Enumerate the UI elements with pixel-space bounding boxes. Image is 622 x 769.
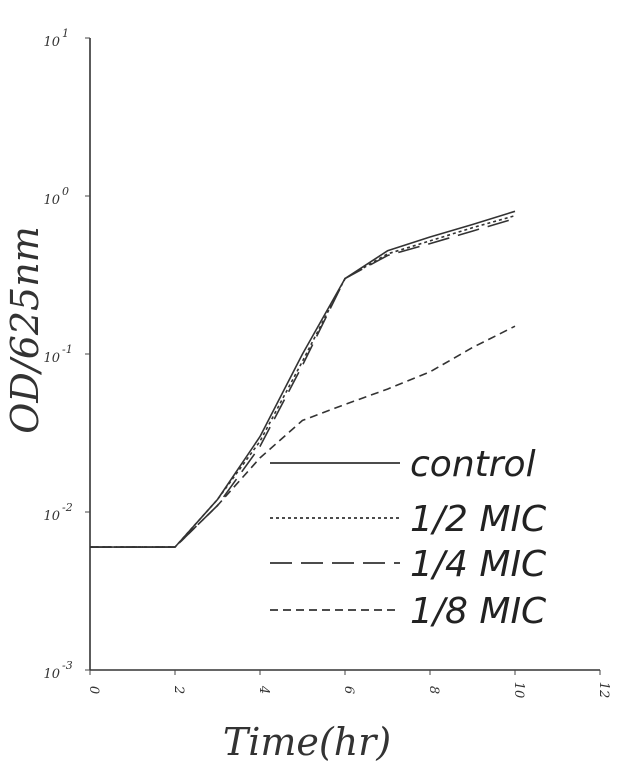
y-tick-label: 10 [43, 35, 60, 50]
x-axis-title: Time(hr) [223, 720, 391, 764]
y-tick-label: 10 [43, 509, 60, 524]
x-tick-label: 10 [511, 682, 526, 699]
y-tick-label: 10 [43, 193, 60, 208]
x-tick-label: 2 [171, 685, 186, 694]
series-line-4 [90, 325, 516, 548]
y-tick-label: 10 [43, 667, 60, 682]
y-tick-exponent: -2 [62, 501, 73, 514]
x-tick-label: 8 [426, 686, 441, 694]
legend-label-1: control [410, 444, 536, 485]
y-tick-exponent: 1 [62, 27, 69, 40]
x-tick-label: 0 [86, 686, 101, 694]
series-line-2 [90, 214, 516, 548]
y-axis-title: OD/625nm [3, 226, 47, 433]
y-tick-exponent: 0 [62, 185, 69, 198]
series-lines [90, 210, 516, 548]
x-tick-label: 12 [596, 682, 611, 699]
legend-label-2: 1/2 MIC [410, 499, 547, 540]
y-tick-exponent: -1 [62, 343, 73, 356]
legend-label-4: 1/8 MIC [410, 591, 547, 632]
y-tick-label: 10 [43, 351, 60, 366]
x-tick-label: 4 [256, 685, 271, 694]
series-line-3 [90, 217, 516, 548]
x-tick-label: 6 [341, 686, 356, 694]
legend-label-3: 1/4 MIC [410, 544, 547, 585]
series-line-1 [90, 210, 516, 548]
y-tick-exponent: -3 [62, 659, 73, 672]
